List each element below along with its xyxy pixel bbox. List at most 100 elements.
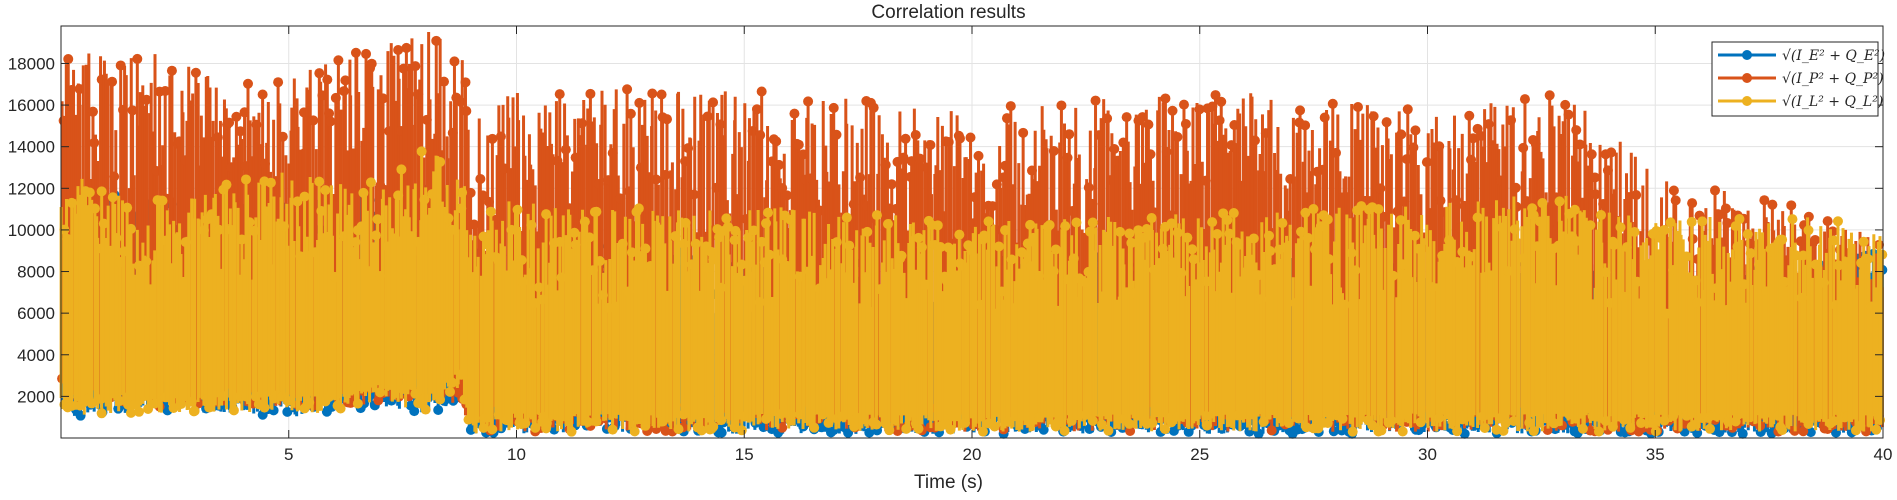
legend-entry-label: √(I_L² + Q_L²) [1782, 94, 1883, 110]
stem-marker [366, 58, 377, 69]
stem-marker [1143, 119, 1154, 130]
stem-marker [1180, 118, 1191, 129]
stem-marker [325, 116, 336, 127]
stem-marker [420, 404, 431, 415]
stem-marker [1452, 426, 1463, 437]
stem-marker [1300, 120, 1311, 131]
stem-marker [1167, 105, 1178, 116]
stem-marker [1606, 147, 1617, 158]
stem-marker [690, 238, 701, 249]
stem-marker [1367, 420, 1378, 431]
x-tick-label: 10 [507, 445, 526, 464]
stem-marker [350, 47, 361, 58]
stem-marker [1178, 99, 1189, 110]
stem-marker [1650, 426, 1661, 437]
stem-marker [1810, 234, 1821, 245]
stem-marker [1596, 210, 1607, 221]
legend-swatch-marker [1742, 50, 1752, 60]
stem-marker [273, 77, 284, 88]
y-tick-label: 16000 [8, 96, 55, 115]
stem-marker [1277, 218, 1288, 229]
stem-marker [1210, 90, 1221, 101]
stem-marker [1803, 225, 1814, 236]
stem-marker [1121, 112, 1132, 123]
stem-marker [1828, 416, 1839, 427]
stem-marker [516, 255, 527, 266]
stem-marker [1083, 182, 1094, 193]
stem-marker [1126, 237, 1137, 248]
stem-marker [993, 241, 1004, 252]
y-tick-label: 2000 [17, 387, 55, 406]
stem-marker [880, 159, 891, 170]
stem-marker [1468, 133, 1479, 144]
stem-marker [1585, 220, 1596, 231]
stem-marker [444, 386, 455, 397]
stem-marker [512, 204, 523, 215]
stem-marker [443, 213, 454, 224]
stem-marker [1705, 423, 1716, 434]
stem-marker [1822, 216, 1833, 227]
stem-marker [1071, 217, 1082, 228]
stem-marker [541, 209, 552, 220]
stem-marker [1194, 104, 1205, 115]
stem-marker [314, 68, 325, 79]
stem-marker [708, 97, 719, 108]
stem-marker [1319, 112, 1330, 123]
legend-entry-label: √(I_P² + Q_P²) [1782, 71, 1884, 87]
stem-marker [1697, 216, 1708, 227]
stem-marker [569, 227, 580, 238]
stem-marker [763, 207, 774, 218]
stem-marker [1124, 228, 1135, 239]
stem-marker [591, 206, 602, 217]
stem-marker [1207, 217, 1218, 228]
stem-marker [1858, 236, 1869, 247]
stem-marker [372, 214, 383, 225]
stem-marker [954, 229, 965, 240]
stem-marker [1005, 101, 1016, 112]
stem-marker [579, 216, 590, 227]
stem-marker [582, 416, 593, 427]
stem-marker [900, 133, 911, 144]
stem-marker [1115, 226, 1126, 237]
stem-marker [1244, 426, 1255, 437]
stem-marker [1710, 185, 1721, 196]
stem-marker [1060, 221, 1071, 232]
stem-marker [1730, 416, 1741, 427]
stem-marker [1524, 417, 1535, 428]
stem-marker [987, 201, 998, 212]
stem-marker [1668, 185, 1679, 196]
stem-marker [584, 232, 595, 243]
stem-marker [896, 250, 907, 261]
stem-marker [1258, 416, 1269, 427]
stem-marker [1720, 203, 1731, 214]
stem-marker [1160, 93, 1171, 104]
stem-marker [141, 94, 152, 105]
stem-marker [190, 67, 201, 78]
stem-marker [530, 422, 541, 433]
stem-marker [1056, 100, 1067, 111]
stem-marker [656, 89, 667, 100]
stem-marker [277, 131, 288, 142]
stem-marker [1352, 101, 1363, 112]
stem-marker [438, 76, 449, 87]
stem-marker [1228, 208, 1239, 219]
stem-marker [1734, 214, 1745, 225]
stem-marker [702, 111, 713, 122]
stem-marker [189, 406, 200, 417]
stem-marker [696, 425, 707, 436]
stem-marker [1145, 149, 1156, 160]
stem-marker [107, 76, 118, 87]
stem-marker [855, 172, 866, 183]
stem-marker [122, 202, 133, 213]
stem-marker [241, 174, 252, 185]
stem-marker [651, 174, 662, 185]
stem-marker [1187, 244, 1198, 255]
stem-marker [1571, 125, 1582, 136]
stem-marker [160, 86, 171, 97]
stem-marker [756, 86, 767, 97]
stem-marker [1828, 235, 1839, 246]
stem-marker [1295, 105, 1306, 116]
stem-marker [1554, 196, 1565, 207]
stem-marker [1464, 110, 1475, 121]
stem-marker [396, 164, 407, 175]
